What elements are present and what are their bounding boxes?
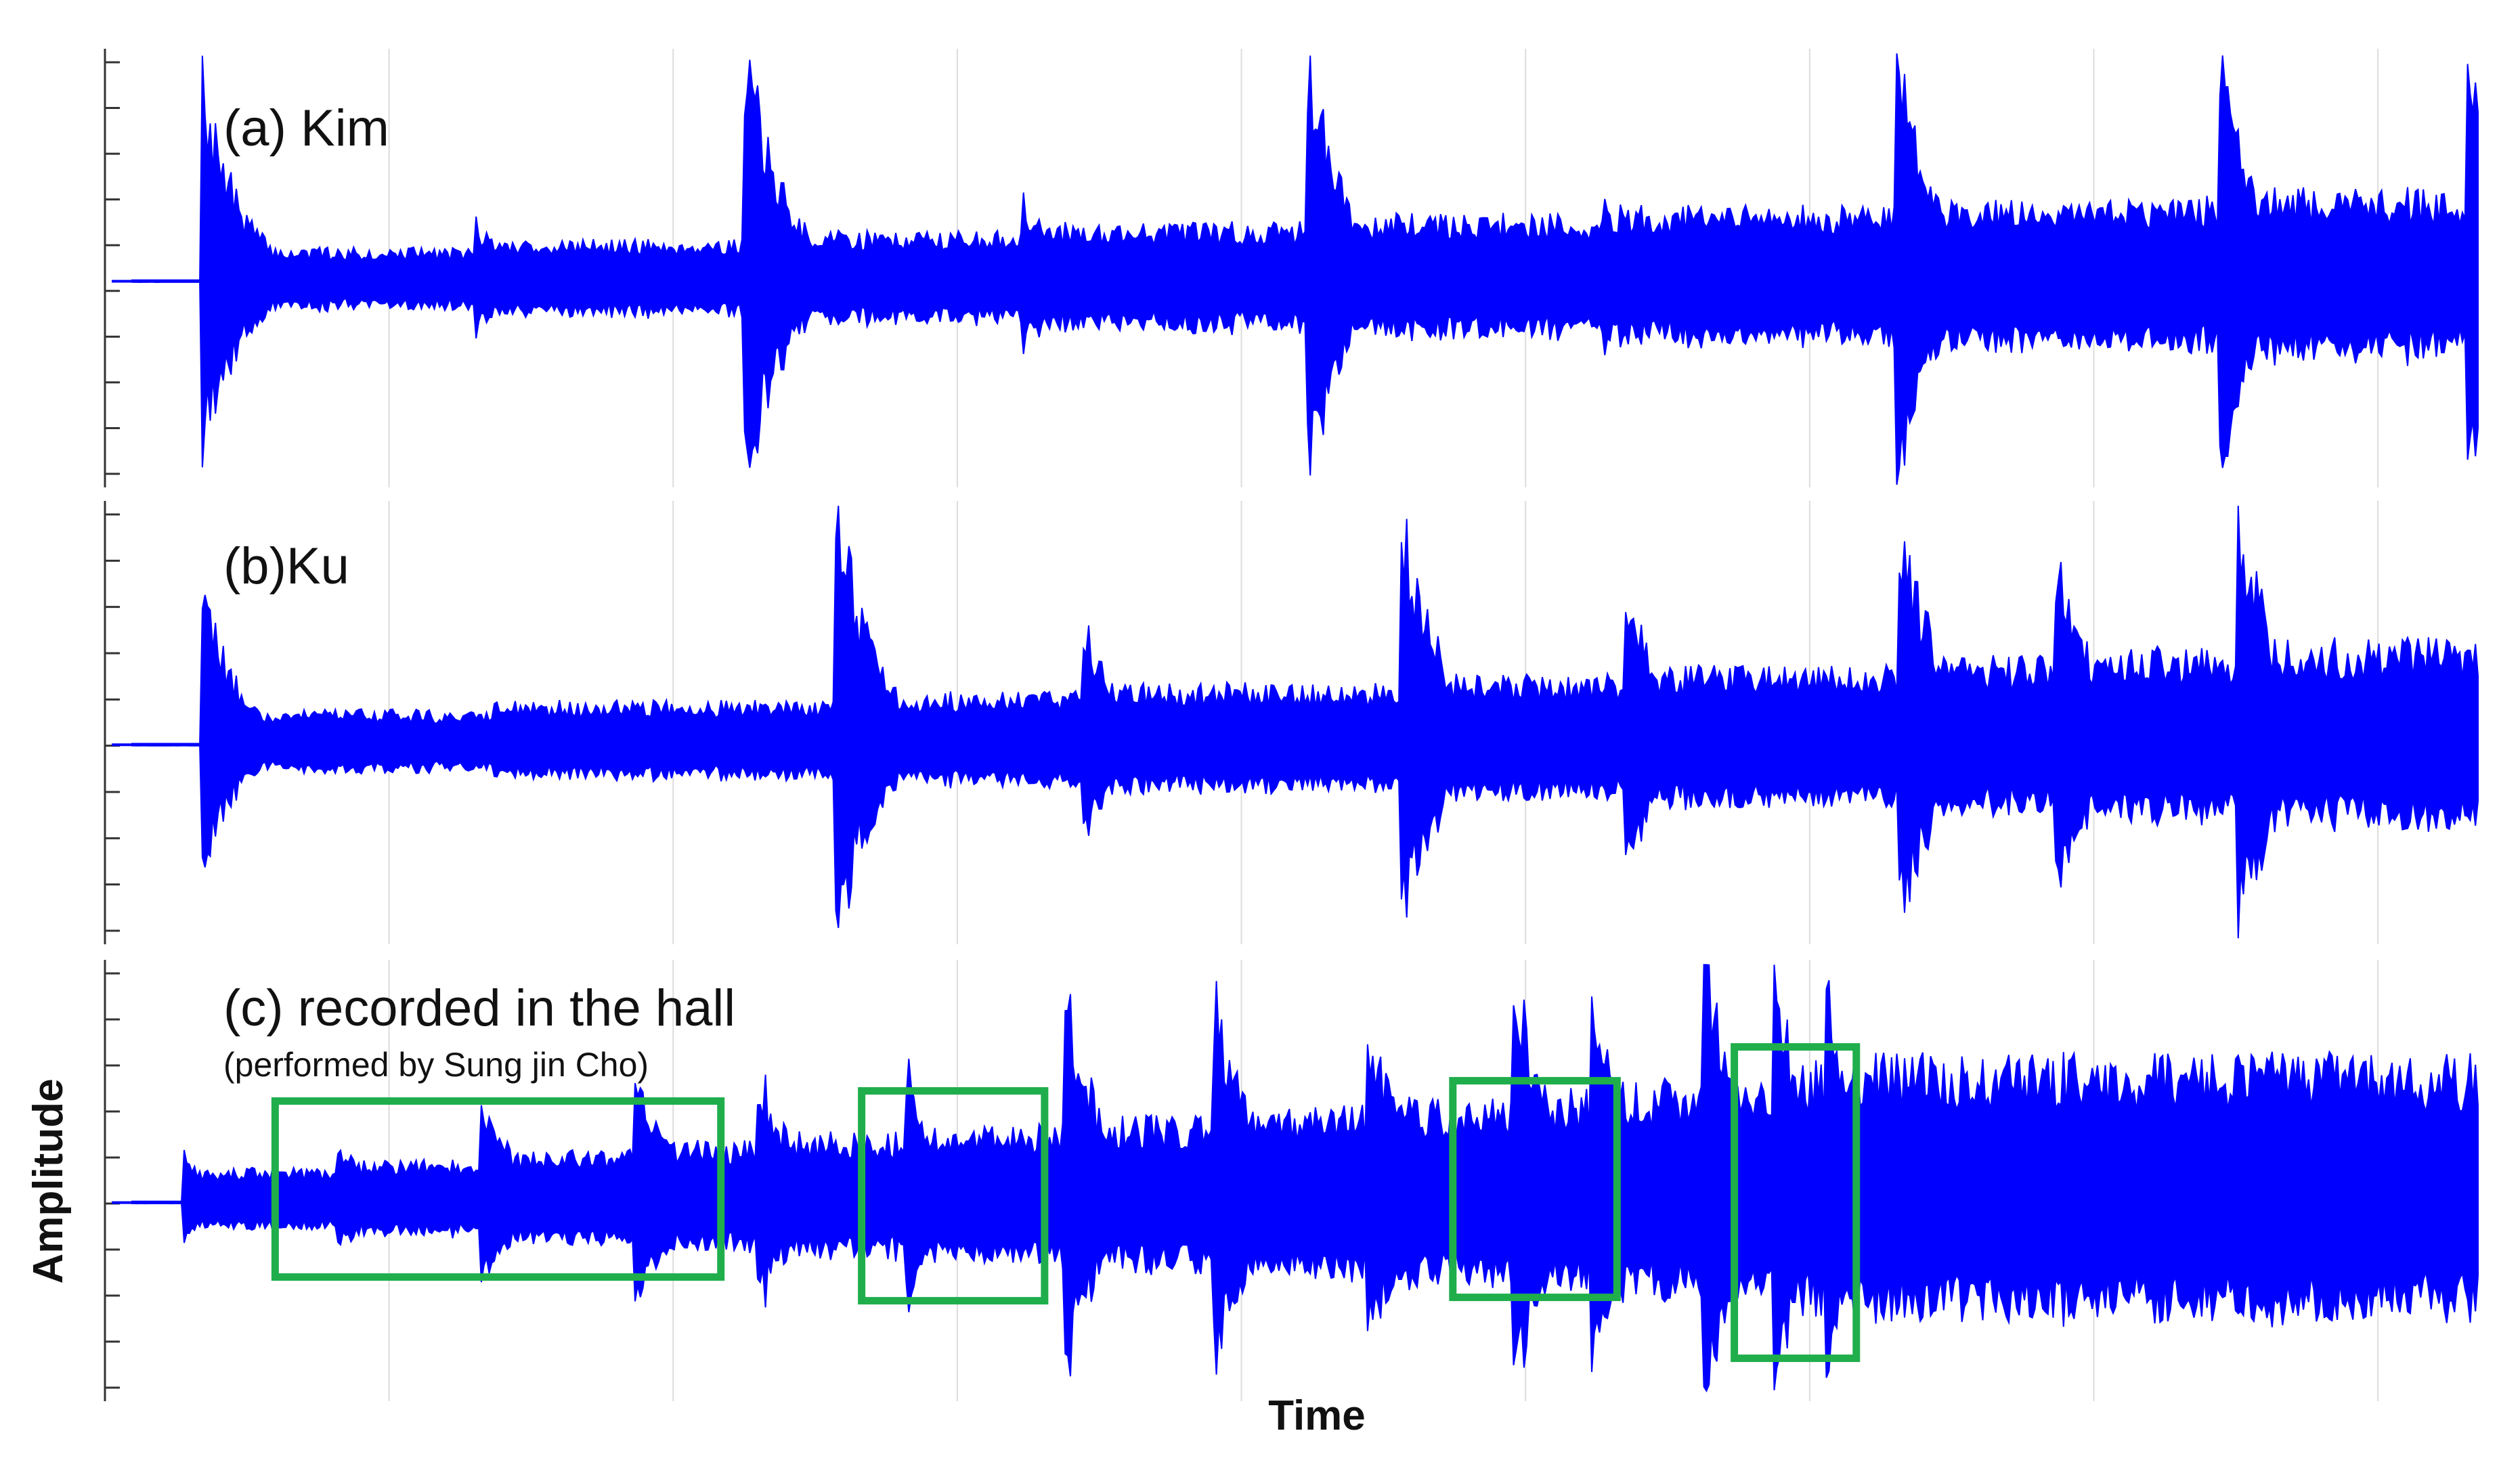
highlight-box-2 <box>858 1087 1049 1305</box>
panel-title-b: (b)Ku <box>223 537 349 595</box>
y-axis-label: Amplitude <box>25 1078 72 1283</box>
waveform-a <box>131 53 2479 485</box>
panel-title-c: (c) recorded in the hall <box>223 979 735 1037</box>
panel-a: (a) Kim <box>104 49 2479 487</box>
panels-group: (a) Kim (b)Ku (c) recorded in the hall (per… <box>104 49 2479 1401</box>
panel-b: (b)Ku <box>104 501 2479 944</box>
waveform-c <box>131 964 2479 1392</box>
waveform-b <box>131 506 2479 939</box>
highlight-box-1 <box>271 1097 725 1281</box>
x-axis-label: Time <box>1268 1392 1366 1439</box>
highlight-box-3 <box>1449 1077 1621 1302</box>
panel-subtitle-c: (performed by Sung jin Cho) <box>223 1046 649 1084</box>
panel-c: (c) recorded in the hall (performed by Su… <box>104 960 2479 1401</box>
highlight-box-4 <box>1731 1043 1861 1363</box>
panel-title-a: (a) Kim <box>223 100 389 157</box>
